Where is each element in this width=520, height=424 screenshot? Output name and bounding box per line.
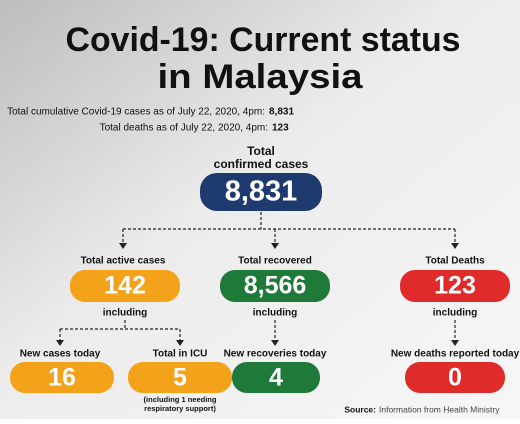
group-value: 142 [104, 272, 146, 300]
group-label: Total Deaths [425, 256, 485, 267]
connector-label: including [253, 308, 297, 319]
detail-label: New deaths reported today [391, 349, 520, 360]
group-value: 123 [434, 272, 476, 300]
note-value: 8,831 [269, 107, 294, 118]
detail-label: New recoveries today [224, 349, 327, 360]
group-value: 8,566 [244, 272, 307, 300]
note: Total cumulative Covid-19 cases as of Ju… [7, 107, 265, 118]
infographic: Covid-19: Current status in Malaysia Tot… [0, 0, 520, 419]
detail-value: 16 [48, 364, 76, 392]
total-label: confirmed cases [214, 157, 309, 171]
connector-label: including [103, 308, 147, 319]
detail-label: New cases today [20, 349, 101, 360]
detail-value: 4 [269, 364, 283, 392]
detail-note: respiratory support) [144, 404, 216, 413]
note: Total deaths as of July 22, 2020, 4pm: [100, 123, 268, 134]
total-value: 8,831 [225, 176, 298, 208]
source-label: Source: [344, 404, 376, 414]
source-text: Information from Health Ministry [379, 404, 500, 414]
detail-value: 5 [173, 364, 187, 392]
title: in Malaysia [158, 58, 364, 96]
total-label: Total [247, 144, 275, 158]
detail-label: Total in ICU [153, 349, 208, 360]
detail-note: (including 1 needing [144, 395, 217, 404]
group-label: Total active cases [81, 256, 166, 267]
connector-label: including [433, 308, 477, 319]
detail-value: 0 [448, 364, 462, 392]
note-value: 123 [272, 123, 289, 134]
group-label: Total recovered [238, 256, 312, 267]
title: Covid-19: Current status [66, 21, 461, 59]
